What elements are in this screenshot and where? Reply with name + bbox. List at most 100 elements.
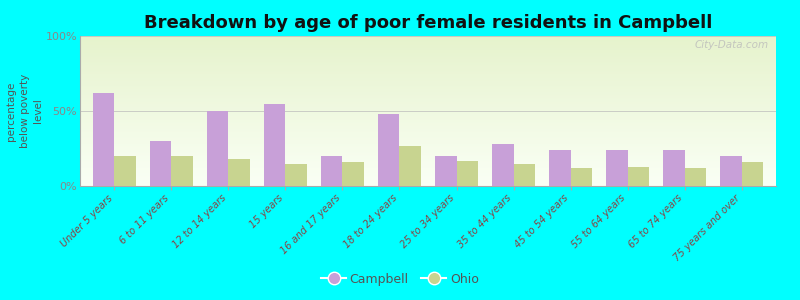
Bar [80, 130, 776, 132]
Bar [435, 156, 457, 186]
Bar [399, 146, 421, 186]
Bar [80, 136, 776, 138]
Bar [80, 164, 776, 165]
Bar [80, 128, 776, 129]
Bar [114, 156, 136, 186]
Bar [80, 63, 776, 64]
Bar [80, 153, 776, 154]
Bar [80, 64, 776, 66]
Bar [80, 167, 776, 168]
Bar [80, 40, 776, 42]
Bar [80, 38, 776, 39]
Bar [80, 123, 776, 124]
Bar [80, 169, 776, 171]
Bar [80, 154, 776, 156]
Bar [93, 93, 114, 186]
Bar [80, 60, 776, 61]
Bar [80, 156, 776, 158]
Bar [80, 172, 776, 174]
Bar [80, 112, 776, 114]
Bar [378, 114, 399, 186]
Bar [80, 69, 776, 70]
Bar [80, 117, 776, 118]
Bar [80, 148, 776, 150]
Bar [80, 51, 776, 52]
Bar [80, 178, 776, 180]
Bar [206, 111, 228, 186]
Bar [80, 74, 776, 75]
Bar [80, 103, 776, 105]
Bar [80, 45, 776, 46]
Bar [80, 168, 776, 170]
Bar [228, 159, 250, 186]
Bar [80, 100, 776, 102]
Bar [80, 126, 776, 128]
Bar [80, 85, 776, 87]
Bar [514, 164, 535, 186]
Bar [80, 50, 776, 51]
Bar [80, 58, 776, 60]
Y-axis label: percentage
below poverty
level: percentage below poverty level [6, 74, 43, 148]
Bar [171, 156, 193, 186]
Bar [549, 150, 570, 186]
Bar [80, 88, 776, 90]
Bar [80, 174, 776, 176]
Bar [80, 106, 776, 108]
Bar [606, 150, 628, 186]
Bar [457, 160, 478, 186]
Bar [80, 46, 776, 48]
Bar [80, 92, 776, 93]
Bar [80, 48, 776, 50]
Bar [685, 168, 706, 186]
Bar [80, 52, 776, 54]
Bar [80, 171, 776, 172]
Bar [80, 82, 776, 84]
Bar [80, 70, 776, 72]
Bar [80, 44, 776, 45]
Bar [663, 150, 685, 186]
Bar [80, 114, 776, 116]
Bar [80, 122, 776, 123]
Bar [80, 162, 776, 164]
Bar [80, 152, 776, 153]
Bar [80, 176, 776, 177]
Bar [80, 182, 776, 183]
Bar [80, 140, 776, 141]
Bar [80, 135, 776, 136]
Bar [80, 99, 776, 100]
Bar [80, 98, 776, 99]
Bar [80, 134, 776, 135]
Bar [80, 84, 776, 86]
Bar [80, 132, 776, 134]
Bar [321, 156, 342, 186]
Bar [80, 90, 776, 92]
Bar [80, 142, 776, 144]
Bar [80, 165, 776, 166]
Bar [80, 177, 776, 178]
Bar [80, 54, 776, 56]
Bar [80, 111, 776, 112]
Bar [80, 93, 776, 94]
Bar [80, 42, 776, 44]
Bar [570, 168, 592, 186]
Bar [80, 68, 776, 69]
Bar [80, 105, 776, 106]
Bar [80, 94, 776, 96]
Bar [80, 108, 776, 110]
Bar [80, 124, 776, 126]
Bar [80, 81, 776, 82]
Bar [80, 36, 776, 38]
Bar [80, 138, 776, 140]
Bar [80, 183, 776, 184]
Legend: Campbell, Ohio: Campbell, Ohio [316, 268, 484, 291]
Bar [742, 162, 763, 186]
Bar [342, 162, 364, 186]
Bar [264, 103, 286, 186]
Bar [720, 156, 742, 186]
Bar [80, 78, 776, 80]
Bar [80, 159, 776, 160]
Bar [80, 147, 776, 148]
Bar [80, 118, 776, 120]
Bar [80, 61, 776, 63]
Bar [80, 96, 776, 98]
